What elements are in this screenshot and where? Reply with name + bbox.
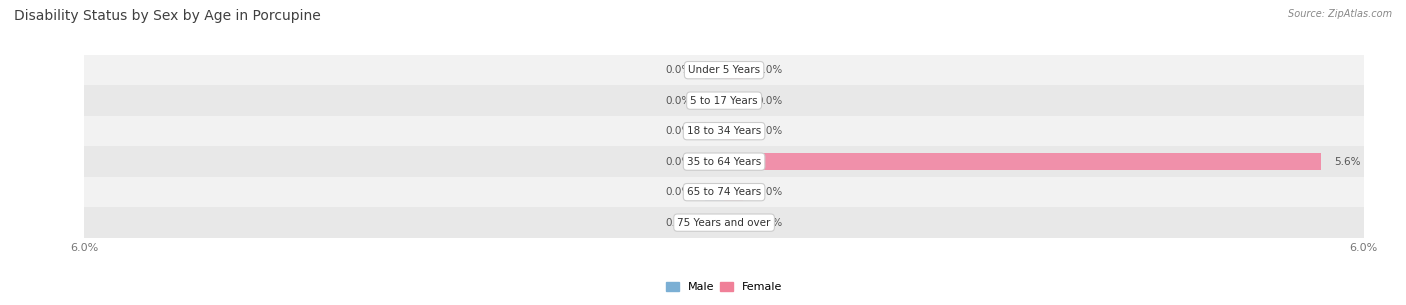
Bar xyxy=(704,214,724,231)
Text: 0.0%: 0.0% xyxy=(756,65,782,75)
Text: 0.0%: 0.0% xyxy=(756,96,782,106)
Text: 5.6%: 5.6% xyxy=(1334,157,1361,167)
Legend: Male, Female: Male, Female xyxy=(661,277,787,296)
Text: Under 5 Years: Under 5 Years xyxy=(688,65,761,75)
Text: 75 Years and over: 75 Years and over xyxy=(678,218,770,228)
Text: 65 to 74 Years: 65 to 74 Years xyxy=(688,187,761,197)
Text: 0.0%: 0.0% xyxy=(666,157,692,167)
Bar xyxy=(724,214,744,231)
Text: 5 to 17 Years: 5 to 17 Years xyxy=(690,96,758,106)
Bar xyxy=(84,116,1364,146)
Bar xyxy=(724,184,744,201)
Text: Source: ZipAtlas.com: Source: ZipAtlas.com xyxy=(1288,9,1392,19)
Text: 0.0%: 0.0% xyxy=(756,126,782,136)
Bar xyxy=(84,55,1364,85)
Text: 0.0%: 0.0% xyxy=(666,126,692,136)
Bar xyxy=(84,146,1364,177)
Bar xyxy=(84,177,1364,207)
Bar xyxy=(724,62,744,79)
Bar xyxy=(724,92,744,109)
Bar xyxy=(704,62,724,79)
Bar xyxy=(724,153,1322,170)
Text: 0.0%: 0.0% xyxy=(756,187,782,197)
Text: 0.0%: 0.0% xyxy=(666,65,692,75)
Bar xyxy=(704,153,724,170)
Bar xyxy=(704,92,724,109)
Text: 18 to 34 Years: 18 to 34 Years xyxy=(688,126,761,136)
Bar xyxy=(84,85,1364,116)
Bar xyxy=(84,207,1364,238)
Bar xyxy=(704,123,724,140)
Text: 0.0%: 0.0% xyxy=(666,96,692,106)
Text: 0.0%: 0.0% xyxy=(666,218,692,228)
Bar xyxy=(724,123,744,140)
Text: Disability Status by Sex by Age in Porcupine: Disability Status by Sex by Age in Porcu… xyxy=(14,9,321,23)
Text: 0.0%: 0.0% xyxy=(756,218,782,228)
Bar xyxy=(704,184,724,201)
Text: 35 to 64 Years: 35 to 64 Years xyxy=(688,157,761,167)
Text: 0.0%: 0.0% xyxy=(666,187,692,197)
